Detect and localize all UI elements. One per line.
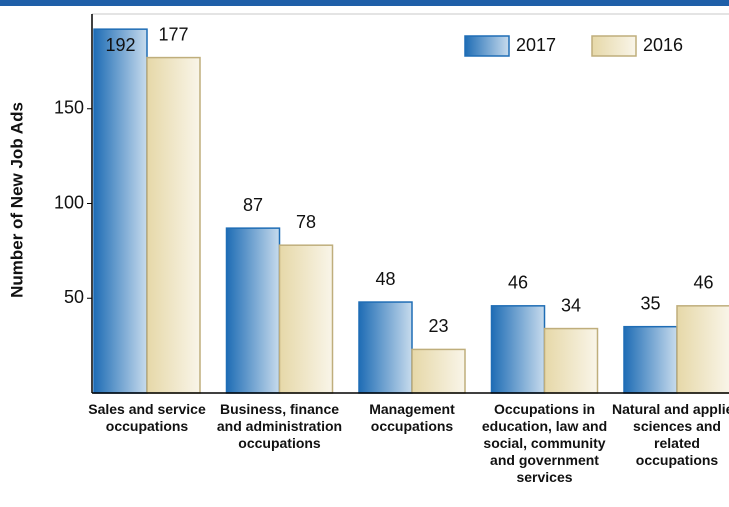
bar <box>411 348 466 394</box>
x-tick-label-box: Natural and applied sciences and related… <box>612 401 729 468</box>
x-tick-label-box: Sales and service occupations <box>88 401 206 434</box>
x-tick-label: Sales and service occupations <box>88 401 206 434</box>
x-tick-label-box: Business, finance and administration occ… <box>216 401 343 451</box>
y-tick-label: 150 <box>54 98 84 118</box>
bar <box>623 325 678 394</box>
bar <box>543 327 599 394</box>
x-tick-label: Occupations in education, law and social… <box>481 401 608 485</box>
x-tick-label: Management occupations <box>369 401 455 434</box>
x-tick-label: Natural and applied sciences and related… <box>612 401 729 468</box>
value-label: 23 <box>428 316 448 336</box>
value-label: 48 <box>375 269 395 289</box>
bar <box>93 28 148 394</box>
y-tick-label: 100 <box>54 192 84 212</box>
x-tick-label-box: Occupations in education, law and social… <box>481 401 608 485</box>
value-label: 35 <box>640 293 660 313</box>
value-label: 78 <box>296 212 316 232</box>
legend-label: 2016 <box>643 35 683 55</box>
y-axis-label: Number of New Job Ads <box>7 102 26 298</box>
value-label: 46 <box>693 273 713 293</box>
top-band <box>0 0 729 6</box>
x-tick-label: Business, finance and administration occ… <box>216 401 343 451</box>
bar <box>278 244 334 394</box>
bar <box>225 227 281 394</box>
value-label: 87 <box>243 195 263 215</box>
value-label: 34 <box>561 295 581 315</box>
value-label: 177 <box>158 24 188 44</box>
legend-swatch <box>591 35 637 57</box>
y-tick-label: 50 <box>64 287 84 307</box>
value-label: 46 <box>508 273 528 293</box>
bar <box>358 301 413 394</box>
bar <box>676 305 729 394</box>
legend-swatch <box>464 35 510 57</box>
bar <box>490 305 546 394</box>
x-tick-label-box: Management occupations <box>369 401 455 434</box>
value-label: 192 <box>105 35 135 55</box>
legend-label: 2017 <box>516 35 556 55</box>
bar <box>146 56 201 394</box>
